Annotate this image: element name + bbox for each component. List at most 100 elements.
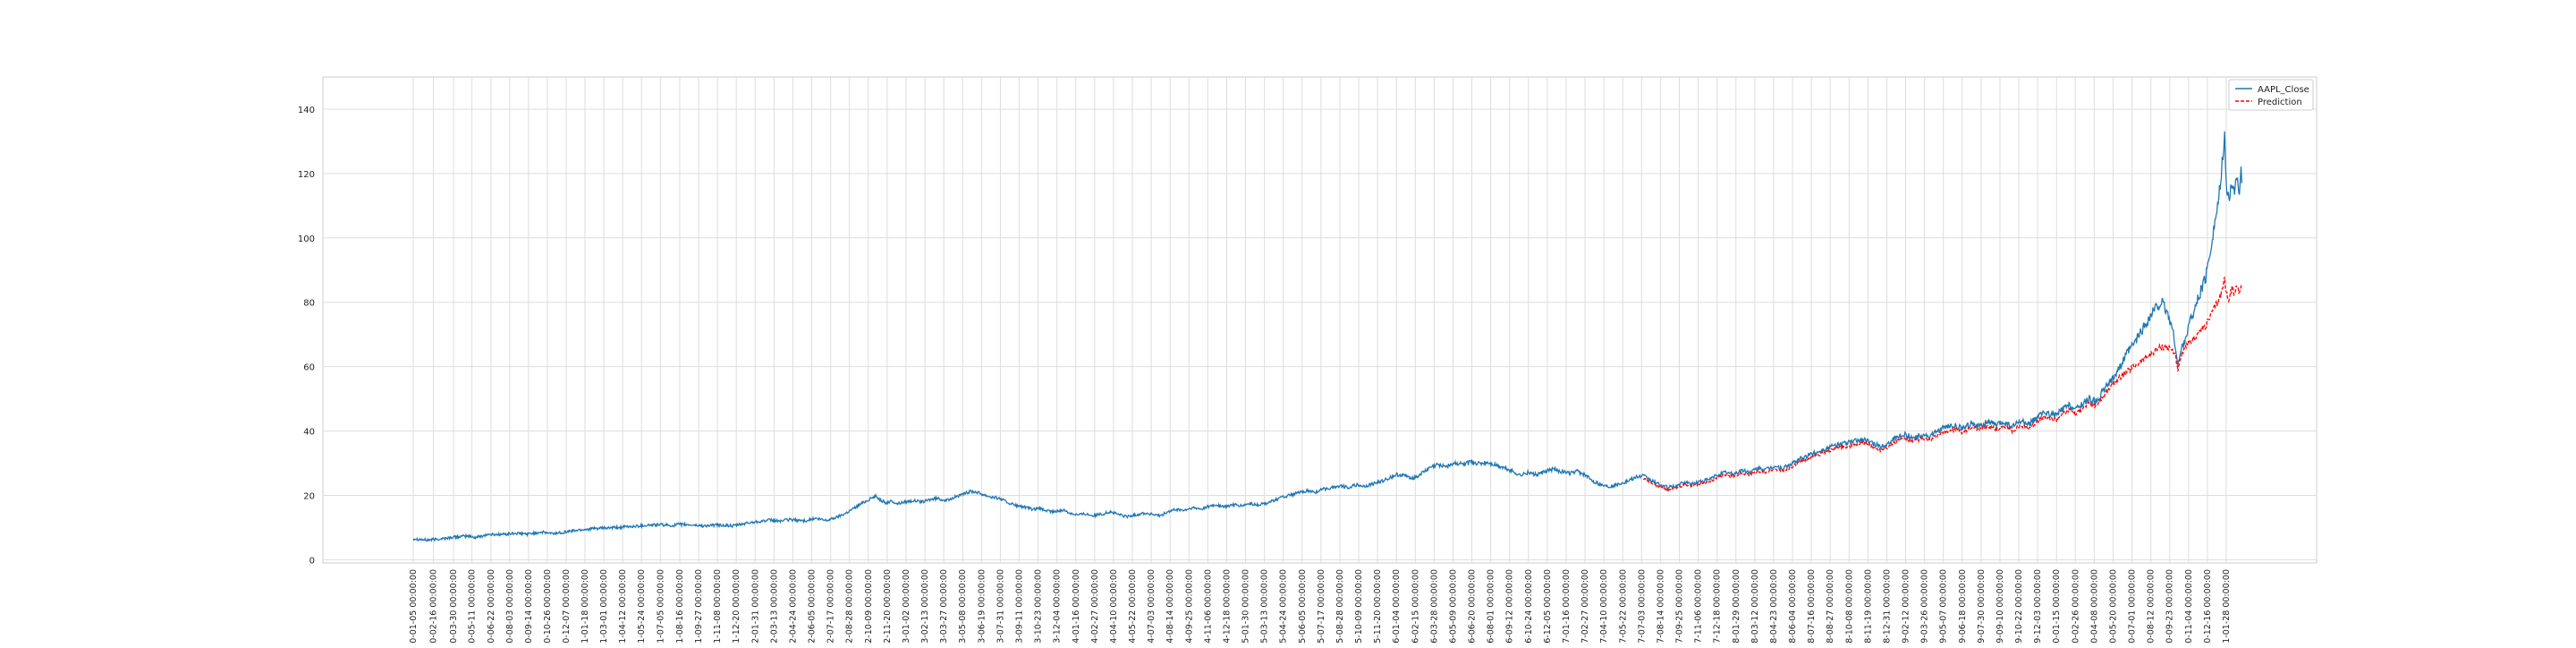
x-tick-label: 2014-09-25 00:00:00	[1184, 569, 1194, 644]
x-tick-label: 2020-08-12 00:00:00	[2147, 569, 2157, 644]
x-tick-label: 2012-10-09 00:00:00	[864, 569, 874, 644]
x-tick-label: 2012-03-13 00:00:00	[769, 569, 779, 644]
x-tick-label: 2014-02-27 00:00:00	[1090, 569, 1100, 644]
x-tick-label: 2015-01-30 00:00:00	[1241, 569, 1251, 644]
x-tick-label: 2017-02-27 00:00:00	[1580, 569, 1590, 644]
x-tick-label: 2014-12-18 00:00:00	[1222, 569, 1232, 644]
x-tick-label: 2011-11-08 00:00:00	[713, 569, 723, 644]
series-line-prediction	[1642, 277, 2242, 492]
y-tick-label: 120	[298, 170, 315, 180]
y-tick-label: 20	[303, 491, 315, 501]
plot-area	[322, 76, 2318, 564]
x-tick-label: 2015-03-13 00:00:00	[1260, 569, 1270, 644]
x-tick-label: 2013-12-04 00:00:00	[1053, 569, 1063, 644]
x-tick-label: 2018-04-23 00:00:00	[1769, 569, 1779, 644]
x-tick-label: 2013-02-13 00:00:00	[920, 569, 930, 644]
x-tick-label: 2017-04-10 00:00:00	[1599, 569, 1609, 644]
x-tick-label: 2014-07-03 00:00:00	[1147, 569, 1157, 644]
axes: 0 20 40 60 80 100 120 140 2010-01-05 00:00:00 201…	[298, 106, 2232, 648]
x-tick-label: 2020-09-23 00:00:00	[2165, 569, 2175, 644]
x-tick-label: 2016-12-05 00:00:00	[1543, 569, 1553, 644]
x-tick-label: 2010-06-22 00:00:00	[487, 569, 496, 644]
legend-label-prediction: Prediction	[2258, 98, 2302, 107]
x-tick-label: 2018-01-29 00:00:00	[1732, 569, 1741, 644]
x-tick-label: 2019-09-10 00:00:00	[1996, 569, 2005, 644]
x-tick-label: 2011-09-27 00:00:00	[694, 569, 704, 644]
x-tick-label: 2020-04-08 00:00:00	[2089, 569, 2099, 644]
series-group	[412, 131, 2243, 542]
grid	[323, 77, 2317, 563]
x-tick-label: 2017-07-03 00:00:00	[1637, 569, 1647, 644]
x-tick-label: 2018-03-12 00:00:00	[1750, 569, 1760, 644]
x-tick-label: 2010-08-03 00:00:00	[505, 569, 515, 644]
x-tick-label: 2013-09-11 00:00:00	[1015, 569, 1025, 644]
x-tick-label: 2010-10-26 00:00:00	[543, 569, 553, 644]
x-tick-label: 2018-07-16 00:00:00	[1807, 569, 1817, 644]
x-tick-label: 2016-06-20 00:00:00	[1468, 569, 1478, 644]
x-tick-label: 2019-06-18 00:00:00	[1958, 569, 1968, 644]
x-tick-label: 2014-04-10 00:00:00	[1109, 569, 1119, 644]
x-tick-label: 2015-04-24 00:00:00	[1279, 569, 1289, 644]
x-tick-label: 2020-02-26 00:00:00	[2071, 569, 2080, 644]
x-tick-label: 2016-01-04 00:00:00	[1392, 569, 1402, 644]
x-tick-label: 2017-12-18 00:00:00	[1713, 569, 1723, 644]
x-tick-label: 2014-08-14 00:00:00	[1165, 569, 1175, 644]
x-tick-label: 2013-06-19 00:00:00	[977, 569, 987, 644]
x-tick-label: 2012-04-24 00:00:00	[788, 569, 798, 644]
x-tick-label: 2010-09-14 00:00:00	[524, 569, 534, 644]
x-tick-label: 2013-10-23 00:00:00	[1034, 569, 1044, 644]
legend-label-aapl-close: AAPL_Close	[2258, 85, 2309, 95]
x-tick-label: 2016-05-09 00:00:00	[1448, 569, 1458, 644]
x-tick-label: 2013-05-08 00:00:00	[958, 569, 968, 644]
x-tick-label: 2016-09-12 00:00:00	[1505, 569, 1515, 644]
x-tick-label: 2011-07-05 00:00:00	[656, 569, 665, 644]
legend-box	[2228, 79, 2314, 111]
x-tick-label: 2019-05-07 00:00:00	[1939, 569, 1949, 644]
x-tick-label: 2021-01-28 00:00:00	[2222, 569, 2232, 644]
x-tick-label: 2015-07-17 00:00:00	[1317, 569, 1326, 644]
x-tick-label: 2014-11-06 00:00:00	[1203, 569, 1213, 644]
x-tick-label: 2012-06-05 00:00:00	[808, 569, 818, 644]
x-tick-label: 2018-10-08 00:00:00	[1844, 569, 1854, 644]
x-tick-label: 2014-01-16 00:00:00	[1072, 569, 1081, 644]
x-tick-label: 2019-12-03 00:00:00	[2033, 569, 2043, 644]
x-tick-label: 2019-02-12 00:00:00	[1902, 569, 1911, 644]
x-tick-label: 2018-11-19 00:00:00	[1863, 569, 1873, 644]
x-tick-label: 2012-11-20 00:00:00	[883, 569, 893, 644]
x-tick-label: 2018-08-27 00:00:00	[1826, 569, 1835, 644]
x-tick-label: 2013-03-27 00:00:00	[939, 569, 949, 644]
x-tick-label: 2015-08-28 00:00:00	[1335, 569, 1345, 644]
y-tick-label: 40	[303, 428, 315, 438]
y-tick-label: 60	[303, 363, 315, 373]
y-tick-label: 0	[309, 556, 315, 566]
y-tick-label: 140	[298, 106, 315, 115]
series-line-aapl-close	[412, 131, 2243, 542]
x-tick-label: 2019-03-26 00:00:00	[1920, 569, 1930, 644]
x-tick-label: 2012-07-17 00:00:00	[826, 569, 836, 644]
x-tick-label: 2016-02-15 00:00:00	[1411, 569, 1420, 644]
y-tick-label: 80	[303, 299, 315, 309]
x-tick-label: 2016-10-24 00:00:00	[1524, 569, 1534, 644]
x-tick-label: 2014-05-22 00:00:00	[1128, 569, 1138, 644]
x-tick-label: 2015-11-20 00:00:00	[1373, 569, 1383, 644]
x-tick-label: 2012-01-31 00:00:00	[750, 569, 760, 644]
x-tick-label: 2020-01-15 00:00:00	[2052, 569, 2062, 644]
x-tick-label: 2018-12-31 00:00:00	[1882, 569, 1892, 644]
x-tick-label: 2011-12-20 00:00:00	[732, 569, 741, 644]
legend: AAPL_Close Prediction	[2228, 79, 2314, 111]
x-tick-label: 2017-08-14 00:00:00	[1656, 569, 1665, 644]
x-tick-label: 2015-06-05 00:00:00	[1298, 569, 1308, 644]
x-tick-label: 2016-03-28 00:00:00	[1429, 569, 1439, 644]
x-tick-label: 2019-07-30 00:00:00	[1977, 569, 1987, 644]
y-tick-label: 100	[298, 234, 315, 244]
x-tick-label: 2011-08-16 00:00:00	[675, 569, 685, 644]
x-tick-label: 2017-01-16 00:00:00	[1562, 569, 1572, 644]
x-tick-label: 2020-12-16 00:00:00	[2203, 569, 2213, 644]
x-tick-label: 2017-11-06 00:00:00	[1694, 569, 1704, 644]
x-tick-label: 2013-07-31 00:00:00	[996, 569, 1005, 644]
x-tick-label: 2012-08-28 00:00:00	[845, 569, 855, 644]
x-tick-label: 2013-01-02 00:00:00	[902, 569, 911, 644]
x-tick-label: 2010-05-11 00:00:00	[468, 569, 478, 644]
